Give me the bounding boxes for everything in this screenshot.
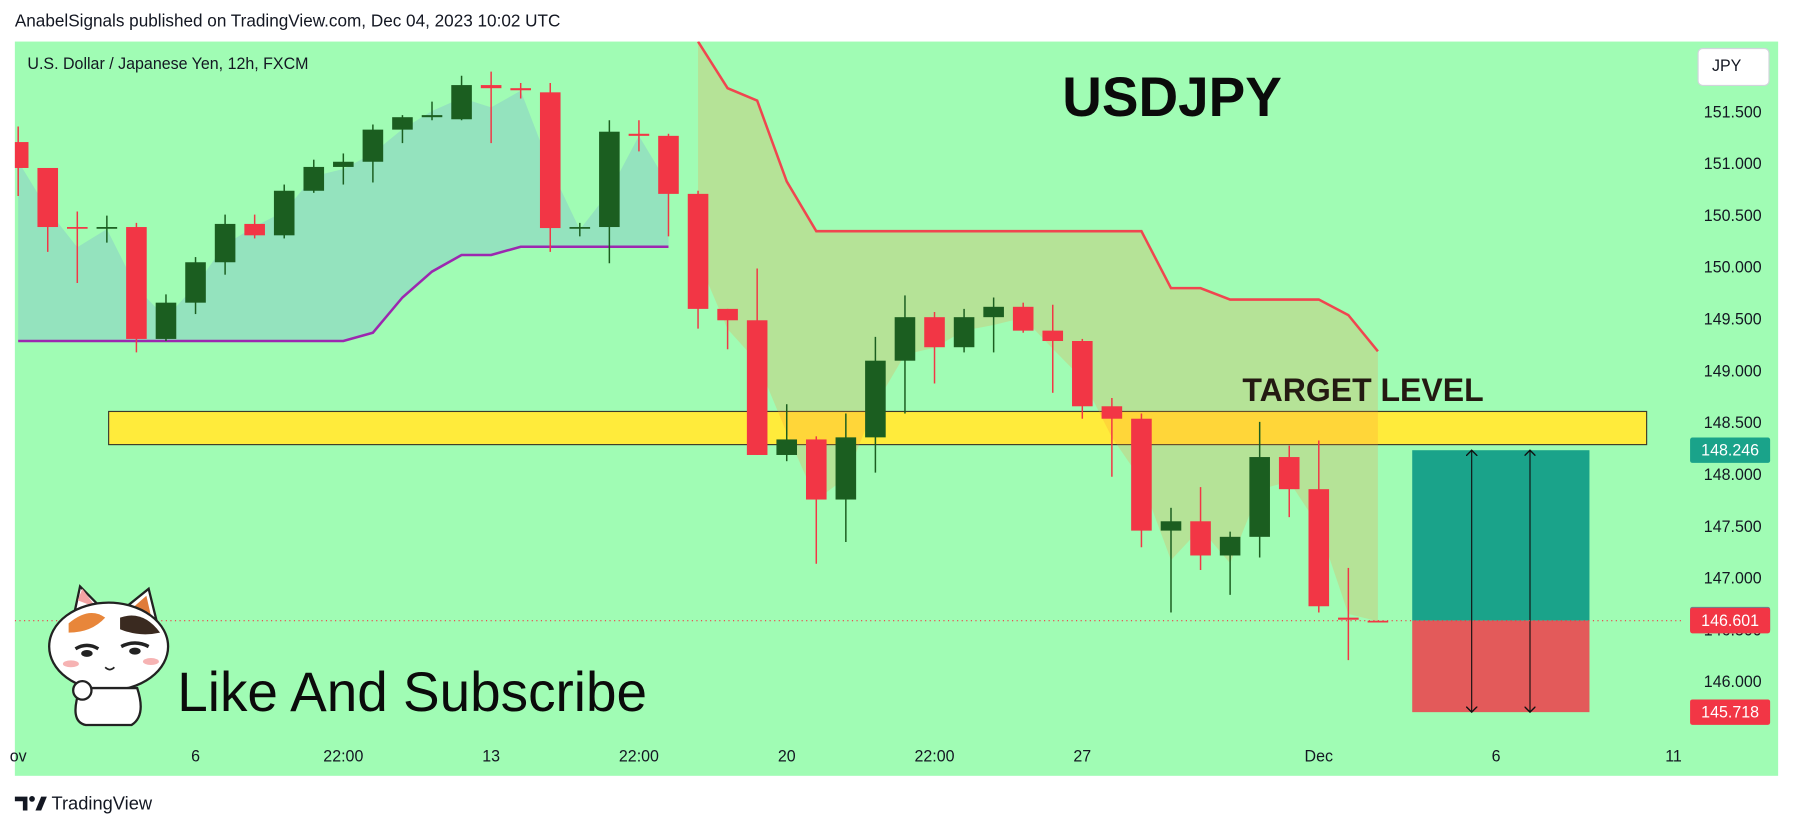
candle-body [865,360,886,438]
candle-body [244,223,265,236]
cat-sticker [48,584,170,727]
x-tick-label: 27 [1073,748,1091,766]
candle-body [392,117,413,130]
candle-body [37,167,59,228]
candle-body [155,302,177,339]
candle-body [1131,418,1152,531]
candle-body [303,166,325,191]
candle-body [1101,406,1123,419]
candle-body [1219,536,1241,556]
symbol-description: U.S. Dollar / Japanese Yen, 12h, FXCM [27,55,308,73]
y-tick-label: 150.500 [1704,207,1762,225]
candle-body [1249,457,1270,537]
candle-body [776,439,798,455]
price-tag [1690,437,1771,463]
candle-body [1072,341,1093,407]
candle-body [1012,306,1034,331]
price-tag [1690,607,1771,634]
candle-body [96,227,118,229]
y-tick-label: 148.000 [1704,466,1762,484]
candle-body [1338,617,1359,620]
trend-fill [698,41,1378,622]
price-tag [1690,699,1771,725]
position-loss [1412,620,1590,713]
x-tick-label: ov [10,748,27,766]
candle-body [717,308,738,321]
price-tag-label: 145.718 [1701,704,1759,722]
trend-fill [18,90,669,342]
brand-logo [14,796,47,811]
candle-body [214,223,236,263]
candle-body [628,133,650,136]
x-tick-label: 22:00 [619,748,659,766]
plot-area [14,41,1685,713]
caption: Like And Subscribe [177,661,647,723]
candle-body [1042,330,1064,342]
candle-body [599,131,620,228]
candle-body [1160,521,1182,531]
x-tick-label: 13 [482,748,500,766]
price-tag-label: 146.601 [1701,612,1759,630]
y-tick-label: 151.000 [1704,155,1762,173]
y-tick-label: 149.500 [1704,310,1762,328]
y-tick-label: 149.000 [1704,362,1762,380]
y-tick-label: 148.500 [1704,414,1762,432]
candle-body [185,262,206,303]
y-tick-label: 147.000 [1704,570,1762,588]
y-tick-label: 146.000 [1704,673,1762,691]
candle-body [333,161,354,167]
candle-body [510,88,531,91]
x-tick-label: 6 [1492,748,1501,766]
y-tick-label: 147.500 [1704,518,1762,536]
y-tick-label: 150.000 [1704,259,1762,277]
candle-body [480,85,502,89]
candle-body [67,227,88,229]
candle-body [421,115,443,118]
candle-body [835,437,857,500]
candle-body [746,320,768,455]
chart-title: USDJPY [1062,66,1282,128]
price-tag-label: 148.246 [1701,442,1759,460]
candle-body [14,142,29,168]
brand-name[interactable]: TradingView [51,792,152,813]
candle-body [894,317,916,361]
candle-body [924,317,945,348]
x-tick-label: 11 [1665,748,1682,766]
x-tick-label: 22:00 [914,748,954,766]
candle-body [126,227,147,339]
candle-body [539,92,561,229]
candle-body [1367,620,1389,623]
candle-body [983,306,1004,318]
time-axis: ov 6 22:00 13 22:00 20 22:00 27 Dec 6 11 [10,748,1682,766]
candle-body [805,439,827,500]
currency-box[interactable] [1697,47,1770,87]
candle-body [658,135,679,194]
x-tick-label: 22:00 [323,748,363,766]
supertrend-line [696,41,1379,353]
currency-label[interactable]: JPY [1712,57,1742,75]
candle-body [451,85,472,120]
x-tick-label: Dec [1305,748,1333,766]
supertrend-line [18,245,669,343]
publisher-line: AnabelSignals published on TradingView.c… [15,10,561,30]
candle-body [687,193,709,309]
candle-body [1308,489,1330,607]
target-label: TARGET LEVEL [1242,372,1483,408]
candle-body [1190,521,1211,556]
candle-body [1278,457,1300,490]
candle-body [953,317,975,348]
x-tick-label: 20 [778,748,796,766]
candle-body [362,129,384,162]
x-tick-label: 6 [191,748,200,766]
y-tick-label: 151.500 [1704,103,1762,121]
candle-body [569,227,591,229]
candle-body [273,190,295,236]
position-profit [1412,450,1590,621]
